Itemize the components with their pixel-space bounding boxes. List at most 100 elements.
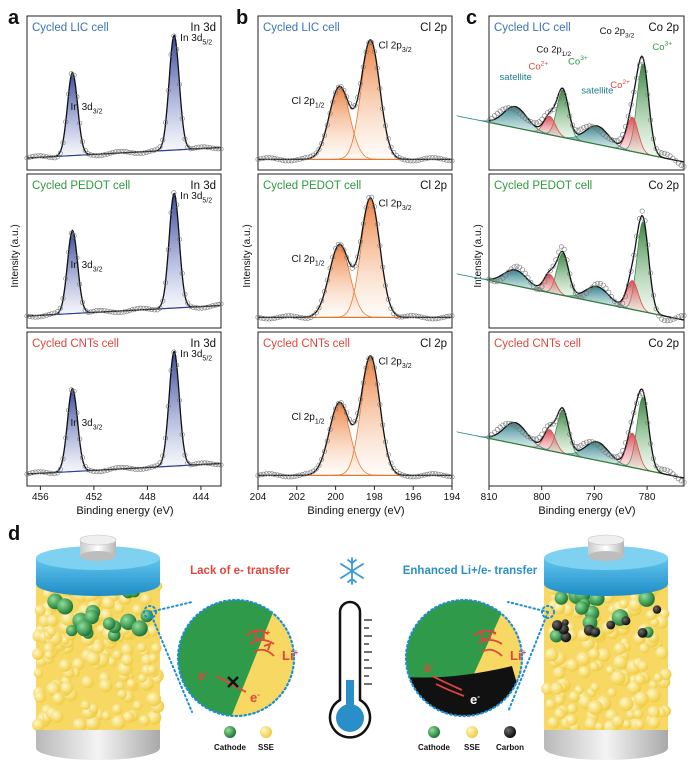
data-point <box>396 471 402 477</box>
zoom-lines <box>143 601 555 713</box>
data-point <box>570 440 576 446</box>
data-point <box>118 309 124 315</box>
data-point <box>385 136 391 142</box>
data-point <box>656 466 662 472</box>
data-point <box>255 156 261 162</box>
data-point <box>363 365 369 371</box>
data-point <box>41 313 47 319</box>
data-point <box>99 468 105 474</box>
data-point <box>266 155 272 161</box>
data-point <box>182 452 188 458</box>
data-point <box>143 466 149 472</box>
legend-right-sse: SSE <box>464 743 481 752</box>
data-point <box>432 155 438 161</box>
data-point <box>622 440 628 446</box>
data-point <box>146 306 152 312</box>
data-point <box>544 110 550 116</box>
data-point <box>407 313 413 319</box>
data-point <box>531 120 537 126</box>
data-point <box>174 202 180 208</box>
particle <box>81 675 94 689</box>
data-point <box>258 315 264 321</box>
data-point <box>319 141 325 147</box>
data-point <box>519 267 525 273</box>
particle <box>56 598 74 615</box>
particle <box>84 609 99 625</box>
data-point <box>121 464 127 470</box>
particle <box>648 680 658 690</box>
particle <box>132 700 143 711</box>
measured-points <box>24 33 224 161</box>
particle <box>619 599 629 609</box>
data-point <box>505 269 511 275</box>
data-point <box>335 241 341 247</box>
data-point <box>179 116 185 122</box>
data-point <box>132 306 138 312</box>
data-point <box>592 125 598 131</box>
data-point <box>391 311 397 317</box>
measured-points <box>486 208 687 324</box>
plot-frame <box>26 173 222 329</box>
data-point <box>330 254 336 260</box>
data-point <box>659 150 665 156</box>
data-point <box>182 136 188 142</box>
particle <box>86 651 101 666</box>
data-point <box>171 349 177 355</box>
data-point <box>79 299 85 305</box>
data-point <box>104 151 110 157</box>
particle <box>46 614 59 627</box>
data-point <box>258 156 264 162</box>
data-point <box>96 307 102 313</box>
legend-right-cathode: Cathode <box>418 743 451 752</box>
x-tick-label: 204 <box>250 492 267 503</box>
data-point <box>581 125 587 131</box>
data-point <box>210 303 216 309</box>
data-point <box>443 314 449 320</box>
data-point <box>650 136 656 142</box>
data-point <box>556 95 562 101</box>
data-point <box>441 157 447 163</box>
data-point <box>416 157 422 163</box>
data-point <box>60 456 66 462</box>
row-title: Cycled LIC cell <box>494 22 571 34</box>
data-point <box>533 286 539 292</box>
data-point <box>664 151 670 157</box>
particle <box>633 709 644 719</box>
data-point <box>143 306 149 312</box>
data-point <box>578 126 584 132</box>
data-point <box>280 473 286 479</box>
data-point <box>71 233 77 239</box>
particle <box>132 604 144 616</box>
measured-points <box>255 194 455 322</box>
data-point <box>196 144 202 150</box>
right-ion-arrows <box>473 629 503 657</box>
panel-c-row-3: Cycled CNTs cell Co 2p 810 800 790 780 <box>456 331 687 503</box>
data-point <box>503 421 509 427</box>
data-point <box>127 308 133 314</box>
data-point <box>553 102 559 108</box>
data-point <box>299 156 305 162</box>
particle <box>613 642 627 655</box>
data-point <box>218 462 224 468</box>
data-point <box>517 111 523 117</box>
data-point <box>656 149 662 155</box>
particle <box>112 650 123 660</box>
data-point <box>54 470 60 476</box>
data-point <box>620 300 626 306</box>
data-point <box>165 247 171 253</box>
data-point <box>193 145 199 151</box>
data-point <box>369 194 375 200</box>
data-point <box>410 474 416 480</box>
data-point <box>589 284 595 290</box>
particle <box>60 681 74 695</box>
data-point <box>650 456 656 462</box>
data-point <box>283 158 289 164</box>
data-point <box>135 305 141 311</box>
data-point <box>625 430 631 436</box>
data-point <box>302 315 308 321</box>
data-point <box>508 105 514 111</box>
data-point <box>617 452 623 458</box>
data-point <box>443 473 449 479</box>
data-point <box>486 434 492 440</box>
data-point <box>382 123 388 129</box>
